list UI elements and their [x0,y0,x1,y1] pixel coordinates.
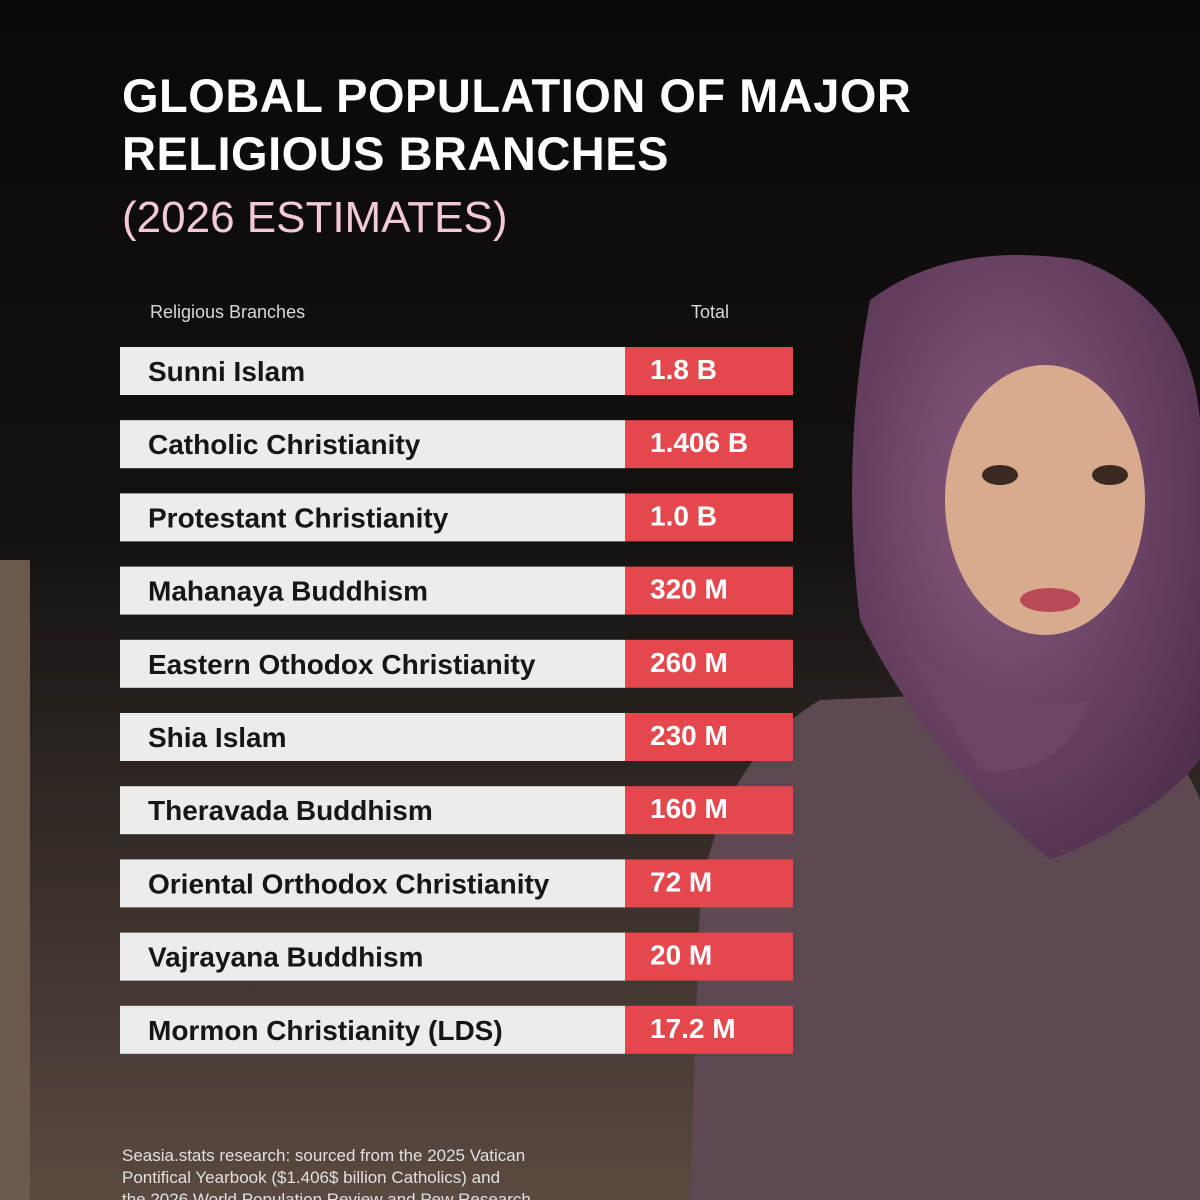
branch-name: Vajrayana Buddhism [148,942,423,973]
branch-total: 20 M [650,940,712,971]
branch-total: 230 M [650,720,728,751]
branch-name: Mormon Christianity (LDS) [148,1015,503,1046]
title-line: GLOBAL POPULATION OF MAJOR [122,69,911,122]
value-cell [625,1005,793,1054]
value-cell [625,566,793,615]
footnote-line: Pontifical Yearbook ($1.406$ billion Cat… [122,1168,500,1187]
subtitle: (2026 ESTIMATES) [122,193,508,242]
table-row: Oriental Orthodox Christianity 72 M [120,859,793,908]
name-cell [120,420,625,469]
value-cell [625,493,793,542]
branch-total: 17.2 M [650,1013,736,1044]
value-cell [625,420,793,469]
table-row: Protestant Christianity 1.0 B [120,493,793,542]
value-cell [625,932,793,981]
table-row: Mahanaya Buddhism 320 M [120,566,793,615]
footnote-line: the 2026 World Population Review and Pew… [122,1190,531,1200]
name-cell [120,639,625,688]
table-row: Eastern Othodox Christianity 260 M [120,639,793,688]
table: Sunni Islam 1.8 B Catholic Christianity 1.4… [120,347,793,1054]
branch-name: Eastern Othodox Christianity [148,649,536,680]
table-row: Theravada Buddhism 160 M [120,786,793,835]
name-cell [120,493,625,542]
value-cell [625,786,793,835]
table-row: Shia Islam 230 M [120,713,793,761]
column-header: Total [691,302,729,322]
name-cell [120,347,625,395]
branch-name: Mahanaya Buddhism [148,576,428,607]
branch-name: Sunni Islam [148,356,305,387]
branch-name: Catholic Christianity [148,429,421,460]
branch-total: 320 M [650,574,728,605]
branch-total: 160 M [650,793,728,824]
branch-name: Shia Islam [148,722,287,753]
value-cell [625,639,793,688]
branch-name: Oriental Orthodox Christianity [148,868,550,899]
branch-total: 72 M [650,866,712,897]
title-line: RELIGIOUS BRANCHES [122,127,669,180]
name-cell [120,566,625,615]
branch-total: 260 M [650,647,728,678]
name-cell [120,859,625,908]
value-cell [625,713,793,761]
footnote-line: Seasia.stats research: sourced from the … [122,1146,525,1165]
value-cell [625,347,793,395]
name-cell [120,786,625,835]
branch-name: Protestant Christianity [148,502,449,533]
header: GLOBAL POPULATION OF MAJOR RELIGIOUS BRA… [122,69,911,242]
table-row: Vajrayana Buddhism 20 M [120,932,793,981]
branch-total: 1.8 B [650,354,717,385]
column-header: Religious Branches [150,302,305,322]
portrait [690,255,1200,1200]
branch-total: 1.0 B [650,500,717,531]
background-wall [0,560,30,1200]
name-cell [120,713,625,761]
footnote: Seasia.stats research: sourced from the … [122,1146,531,1200]
value-cell [625,859,793,908]
name-cell [120,932,625,981]
table-row: Sunni Islam 1.8 B [120,347,793,395]
branch-name: Theravada Buddhism [148,795,433,826]
branch-total: 1.406 B [650,427,748,458]
table-row: Mormon Christianity (LDS) 17.2 M [120,1005,793,1054]
name-cell [120,1005,625,1054]
table-row: Catholic Christianity 1.406 B [120,420,793,469]
